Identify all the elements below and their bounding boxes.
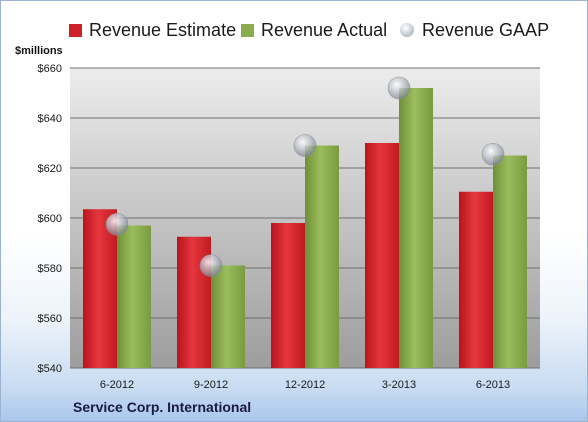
bar-revenue-estimate — [271, 223, 305, 368]
bar-revenue-actual — [211, 265, 245, 368]
bar-revenue-actual — [399, 88, 433, 368]
y-tick-label: $540 — [38, 363, 62, 375]
y-tick-label: $640 — [38, 113, 62, 125]
company-name: Service Corp. International — [73, 399, 252, 415]
x-tick-label: 9-2012 — [194, 379, 228, 391]
legend-item-estimate: Revenue Estimate — [69, 17, 236, 43]
legend-swatch-actual — [241, 23, 254, 37]
legend-label-actual: Revenue Actual — [261, 19, 388, 40]
marker-revenue-gaap — [293, 134, 317, 157]
y-tick-label: $560 — [38, 313, 62, 325]
x-tick-label: 6-2013 — [476, 379, 510, 391]
legend-label-estimate: Revenue Estimate — [89, 19, 237, 40]
bar-revenue-estimate — [459, 191, 493, 368]
legend-label-gaap: Revenue GAAP — [422, 19, 550, 40]
x-tick-label: 12-2012 — [285, 379, 325, 391]
bar-revenue-estimate — [83, 209, 117, 368]
y-axis-unit-label: $millions — [15, 45, 63, 57]
legend-swatch-gaap — [400, 23, 414, 37]
x-tick-label: 3-2013 — [382, 379, 416, 391]
bar-revenue-actual — [493, 155, 527, 368]
legend-item-gaap: Revenue GAAP — [400, 17, 549, 43]
bar-revenue-actual — [117, 225, 151, 368]
legend: Revenue Estimate Revenue Actual Revenue … — [1, 17, 587, 43]
marker-revenue-gaap — [105, 212, 129, 236]
y-tick-label: $620 — [38, 163, 62, 175]
y-tick-label: $580 — [38, 263, 62, 275]
bar-revenue-actual — [305, 145, 339, 368]
y-tick-label: $660 — [38, 63, 62, 75]
marker-revenue-gaap — [199, 254, 223, 277]
y-tick-label: $600 — [38, 213, 62, 225]
legend-item-actual: Revenue Actual — [241, 17, 387, 43]
bar-revenue-estimate — [365, 143, 399, 368]
legend-swatch-estimate — [69, 23, 82, 37]
x-tick-label: 6-2012 — [100, 379, 134, 391]
marker-revenue-gaap — [387, 76, 411, 100]
marker-revenue-gaap — [481, 142, 505, 166]
